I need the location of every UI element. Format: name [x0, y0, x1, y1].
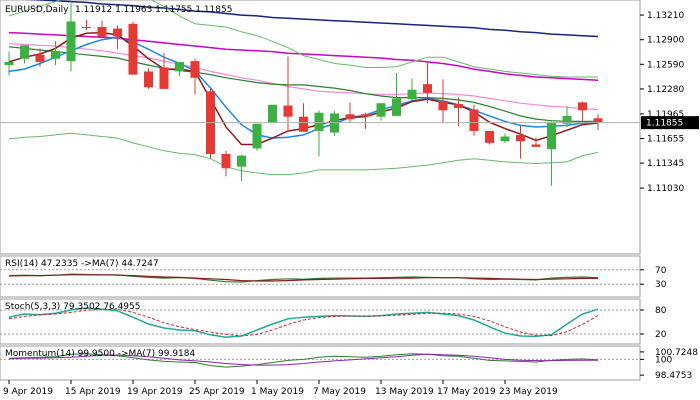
candle-body — [35, 54, 45, 62]
candle-body — [531, 144, 541, 147]
date-tick-label: 17 May 2019 — [437, 387, 496, 397]
overlay-line — [8, 46, 598, 123]
candle-body — [361, 114, 370, 117]
candle-body — [469, 109, 479, 131]
candle-body — [51, 50, 60, 59]
momentum-tick-label: 100.7248 — [655, 348, 698, 358]
price-panel: EURUSD,Daily 1.11912 1.11963 1.11755 1.1… — [0, 0, 641, 255]
candle-body — [283, 105, 293, 117]
momentum-panel-frame — [0, 345, 641, 381]
date-tick-label: 23 May 2019 — [499, 387, 558, 397]
candle-body — [66, 21, 76, 62]
candle-body — [376, 103, 386, 117]
candle-body — [407, 89, 417, 100]
rsi-lines — [8, 273, 599, 283]
date-tick-label: 15 Apr 2019 — [65, 387, 121, 397]
candle-body — [500, 136, 510, 142]
candle-body — [593, 118, 603, 123]
candle-body — [175, 61, 184, 72]
overlay-line — [8, 43, 599, 111]
candle-body — [547, 122, 556, 150]
price-tick-label: 1.13210 — [647, 11, 684, 21]
overlay-line — [8, 132, 599, 176]
candle-body — [113, 28, 122, 37]
candle-body — [454, 103, 463, 108]
price-tick-label: 1.12900 — [647, 36, 684, 46]
indicator-overlays — [8, 0, 599, 176]
price-tick-label: 1.12280 — [647, 85, 684, 95]
rsi-panel: RSI(14) 47.2335 ->MA(7) 44.7247 — [0, 255, 641, 298]
rsi-line — [8, 274, 598, 282]
price-tick-label: 1.11345 — [647, 159, 684, 169]
price-tick-label: 1.11030 — [647, 184, 684, 194]
date-tick-label: 25 Apr 2019 — [189, 387, 245, 397]
stoch-label: Stoch(5,3,3) 79.3502 76.4955 — [5, 302, 140, 312]
symbol-label: EURUSD,Daily — [5, 5, 69, 15]
rsi-label: RSI(14) 47.2335 ->MA(7) 44.7247 — [5, 259, 159, 269]
overlay-line — [25, 0, 599, 38]
date-tick-label: 9 Apr 2019 — [3, 387, 53, 397]
candle-body — [159, 67, 169, 89]
candle-body — [82, 27, 91, 28]
candle-body — [423, 84, 432, 93]
stoch-level-lines — [0, 309, 640, 335]
rsi-tick-label: 30 — [655, 280, 667, 290]
stoch-tick-label: 80 — [655, 306, 667, 316]
momentum-tick-label: 98.4753 — [655, 371, 692, 381]
ohlc-label: 1.11912 1.11963 1.11755 1.11855 — [75, 5, 232, 15]
momentum-tick-label: 100 — [655, 355, 672, 365]
candle-body — [314, 112, 324, 131]
date-axis: 9 Apr 2019 15 Apr 2019 19 Apr 2019 25 Apr 2… — [3, 380, 558, 397]
current-price-badge: 1.11855 — [641, 116, 699, 130]
date-tick-label: 7 May 2019 — [313, 387, 366, 397]
candle-body — [252, 123, 262, 149]
overlay-line — [8, 36, 599, 139]
stoch-tick-label: 20 — [655, 330, 667, 340]
candle-body — [516, 134, 525, 142]
rsi-panel-frame — [0, 255, 641, 298]
candle-body — [438, 100, 448, 111]
price-tick-label: 1.11965 — [647, 110, 684, 120]
candle-body — [392, 98, 401, 116]
rsi-level-lines — [0, 269, 640, 285]
candle-body — [485, 130, 494, 143]
candle-body — [221, 153, 231, 169]
current-price-value: 1.11855 — [646, 119, 683, 129]
candle-body — [190, 61, 200, 78]
candle-body — [237, 155, 246, 167]
date-tick-label: 19 Apr 2019 — [127, 387, 183, 397]
momentum-label: Momentum(14) 99.9500 ->MA(7) 99.9184 — [5, 349, 196, 359]
momentum-lines — [8, 353, 599, 368]
price-tick-label: 1.12590 — [647, 60, 684, 70]
candle-body — [128, 23, 138, 75]
momentum-line — [8, 353, 598, 366]
candle-body — [268, 104, 277, 124]
candle-body — [345, 114, 355, 120]
stoch-panel-frame — [0, 298, 641, 345]
price-axis: 1.13210 1.12900 1.12590 1.12280 1.11965 1.116… — [640, 11, 684, 194]
candle-body — [562, 115, 572, 124]
candle-body — [299, 116, 308, 132]
candle-body — [20, 45, 29, 59]
candle-body — [144, 71, 153, 88]
candle-body — [97, 27, 107, 37]
stoch-axis: 80 20 — [640, 306, 667, 340]
stoch-line — [8, 307, 599, 338]
candle-body — [4, 61, 14, 66]
candle-body — [578, 102, 587, 111]
price-tick-label: 1.11655 — [647, 135, 684, 145]
stoch-lines — [8, 307, 599, 338]
overlay-line — [8, 0, 598, 78]
date-tick-label: 1 May 2019 — [251, 387, 304, 397]
rsi-tick-label: 70 — [655, 266, 667, 276]
stoch-panel: Stoch(5,3,3) 79.3502 76.4955 — [0, 298, 641, 345]
overlay-line — [8, 31, 599, 81]
current-price-badge-bg — [641, 116, 699, 130]
date-tick-label: 13 May 2019 — [375, 387, 434, 397]
stoch-line — [8, 308, 599, 337]
momentum-panel: Momentum(14) 99.9500 ->MA(7) 99.9184 — [0, 345, 641, 381]
